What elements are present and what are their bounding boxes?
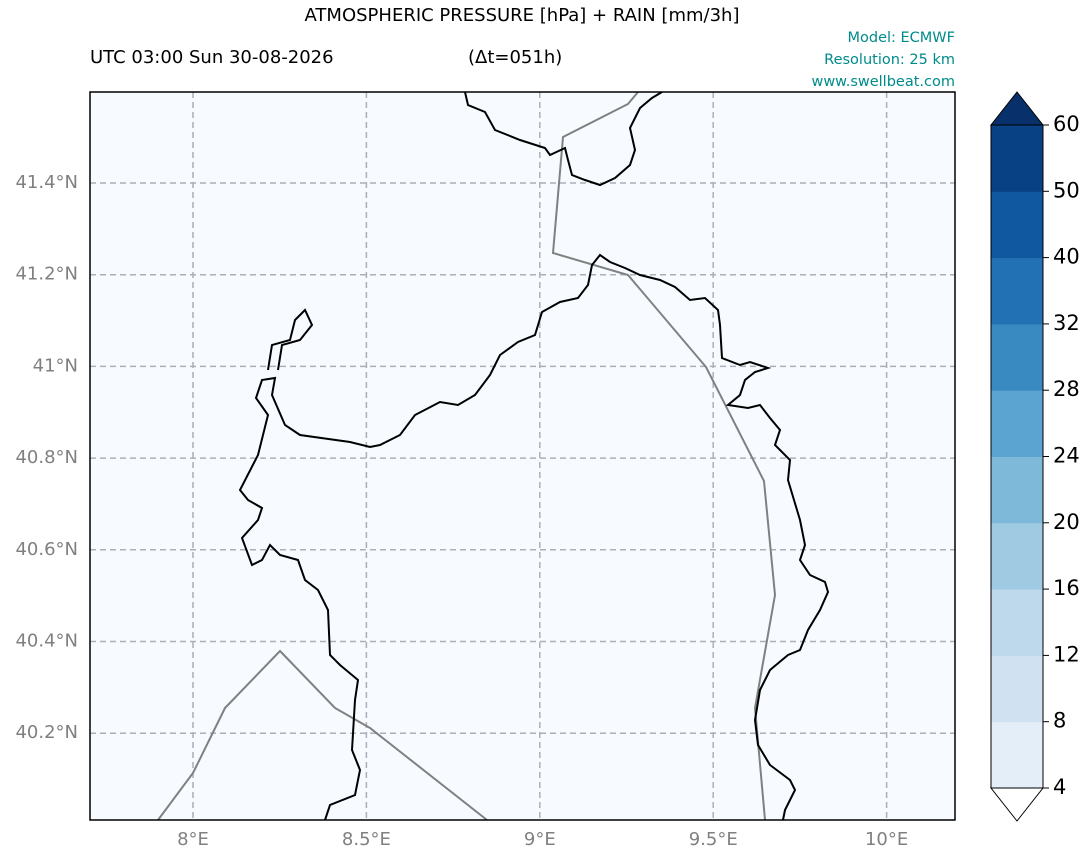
lat-label: 41.2°N (15, 264, 78, 285)
lat-label: 40.8°N (15, 447, 78, 468)
colorbar-label: 4 (1053, 775, 1066, 799)
resolution: Resolution: 25 km (824, 52, 955, 68)
colorbar-label: 28 (1053, 377, 1080, 401)
colorbar-label: 32 (1053, 311, 1080, 335)
lat-label: 40.2°N (15, 722, 78, 743)
colorbar-label: 16 (1053, 576, 1080, 600)
colorbar-label: 40 (1053, 245, 1080, 269)
lon-label: 8.5°E (342, 829, 391, 850)
colorbar-extend (989, 787, 1045, 822)
colorbar-segment (991, 456, 1043, 524)
border (551, 91, 777, 821)
colorbar-extend (989, 91, 1045, 126)
valid-time: UTC 03:00 Sun 30-08-2026 (90, 47, 334, 68)
map-frame (89, 91, 956, 821)
colorbar-segment (991, 589, 1043, 656)
graticule (90, 92, 955, 820)
lat-label: 41.4°N (15, 172, 78, 193)
colorbar (989, 91, 1049, 822)
coastline (267, 308, 314, 371)
lat-label: 41°N (33, 355, 78, 376)
colorbar-segment (991, 125, 1043, 192)
lon-label: 9.5°E (689, 829, 738, 850)
lon-label: 8°E (177, 829, 209, 850)
colorbar-label: 8 (1053, 709, 1066, 733)
lon-label: 10°E (865, 829, 908, 850)
colorbar-segment (991, 522, 1043, 590)
colorbar-label: 12 (1053, 642, 1080, 666)
coastline (464, 91, 663, 187)
title: ATMOSPHERIC PRESSURE [hPa] + RAIN [mm/3h… (305, 5, 740, 26)
coastline (238, 253, 830, 821)
colorbar-label: 60 (1053, 112, 1080, 136)
lat-label: 40.6°N (15, 539, 78, 560)
colorbar-segment (991, 390, 1043, 457)
lead-time: (Δt=051h) (468, 47, 562, 68)
colorbar-segment (991, 721, 1043, 789)
lat-label: 40.4°N (15, 631, 78, 652)
colorbar-label: 24 (1053, 444, 1080, 468)
colorbar-label: 50 (1053, 178, 1080, 202)
model: Model: ECMWF (847, 30, 955, 46)
colorbar-segment (991, 191, 1043, 259)
lon-label: 9°E (524, 829, 556, 850)
map-area (90, 92, 955, 820)
border (157, 649, 488, 821)
colorbar-segment (991, 257, 1043, 325)
colorbar-segment (991, 323, 1043, 391)
website: www.swellbeat.com (811, 74, 955, 90)
colorbar-segment (991, 655, 1043, 723)
colorbar-label: 20 (1053, 510, 1080, 534)
